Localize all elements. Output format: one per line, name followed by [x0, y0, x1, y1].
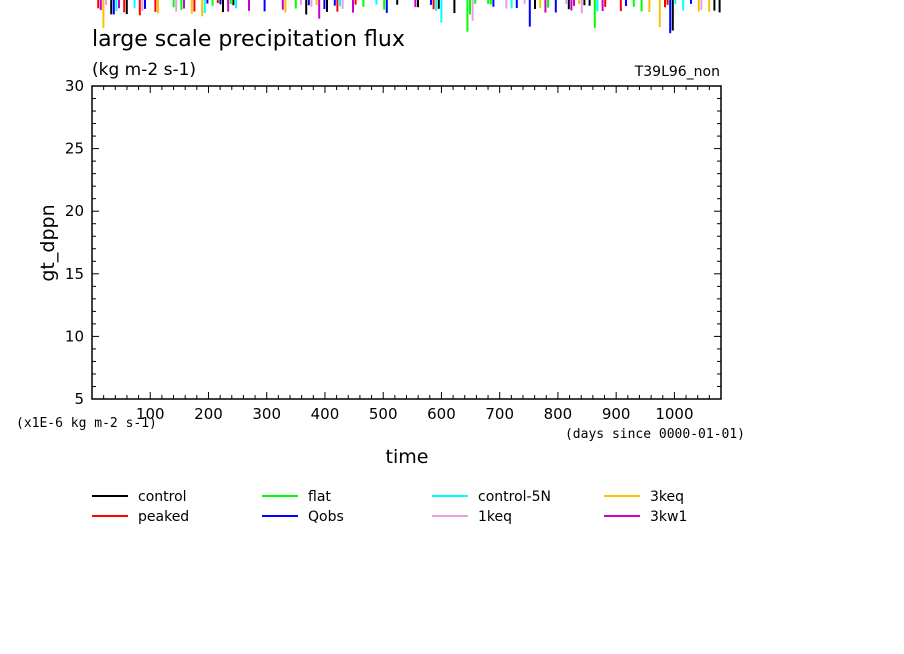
legend-label: control [138, 489, 187, 505]
x-tick-label: 200 [194, 405, 223, 423]
legend-label: control-5N [478, 489, 551, 505]
x-unit-note: (days since 0000-01-01) [565, 427, 745, 442]
legend-label: Qobs [308, 509, 344, 525]
x-tick-label: 700 [485, 405, 514, 423]
legend-label: 3kw1 [650, 509, 687, 525]
x-axis-label: time [386, 446, 429, 468]
x-tick-label: 600 [427, 405, 456, 423]
x-tick-label: 300 [252, 405, 281, 423]
x-tick-label: 800 [544, 405, 573, 423]
x-tick-label: 100 [136, 405, 165, 423]
y-scale-note: (x1E-6 kg m-2 s-1) [16, 416, 157, 431]
chart-title: large scale precipitation flux [92, 27, 405, 52]
y-tick-label: 20 [65, 202, 84, 220]
y-tick-label: 25 [65, 140, 84, 158]
y-tick-label: 5 [74, 390, 84, 408]
legend: control peaked flat Qobs control-5N 1keq 3keq 3… [92, 489, 687, 525]
x-tick-label: 900 [602, 405, 631, 423]
run-label: T39L96_non [634, 64, 720, 80]
x-tick-label: 1000 [655, 405, 693, 423]
legend-label: flat [308, 489, 331, 505]
y-axis: 5 10 15 20 25 30 [65, 77, 721, 408]
y-tick-label: 10 [65, 327, 84, 345]
y-tick-label: 15 [65, 265, 84, 283]
chart-units: (kg m-2 s-1) [92, 60, 196, 80]
plot-frame [91, 85, 722, 400]
x-axis: 100 200 300 400 500 600 700 800 900 1000 [103, 86, 710, 423]
legend-label: 3keq [650, 489, 684, 505]
y-axis-label: gt_dppn [37, 204, 59, 281]
legend-label: peaked [138, 509, 189, 525]
x-tick-label: 400 [311, 405, 340, 423]
x-tick-label: 500 [369, 405, 398, 423]
y-tick-label: 30 [65, 77, 84, 95]
legend-label: 1keq [478, 509, 512, 525]
clipped-data-spikes [97, 0, 721, 34]
